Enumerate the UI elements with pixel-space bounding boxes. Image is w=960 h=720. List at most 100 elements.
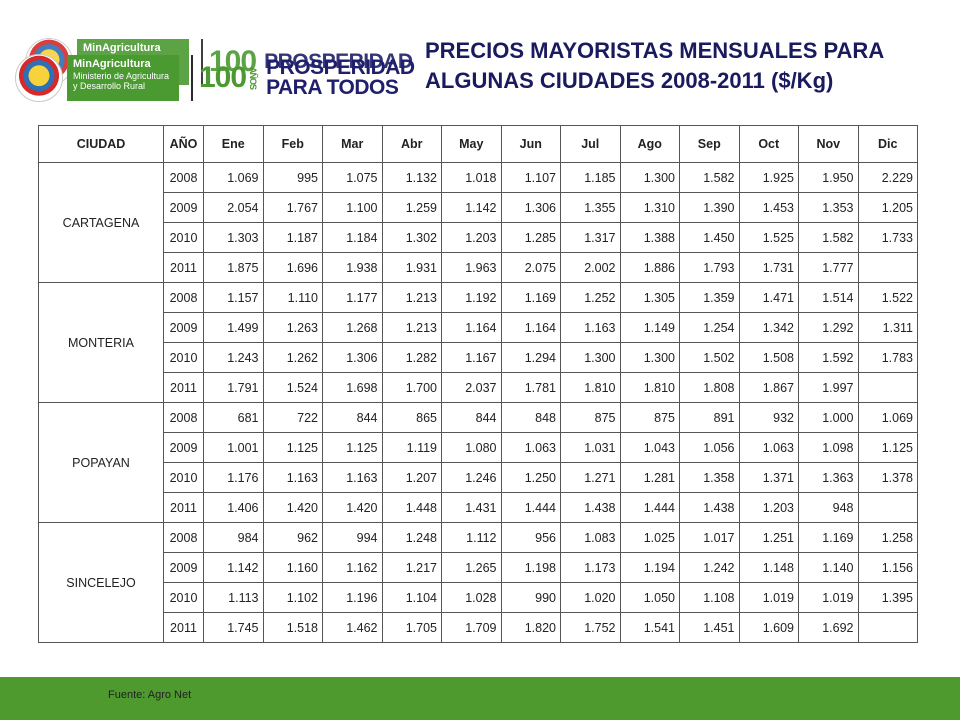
price-cell: 2.075 (500, 252, 561, 283)
price-cell (857, 612, 918, 643)
column-header: Jun (500, 125, 561, 163)
price-cell: 1.243 (203, 342, 264, 373)
price-cell: 1.164 (441, 312, 502, 343)
table-row: POPAYAN 2008 681 722 844 865 844 848 875 875 891 93… (38, 402, 918, 523)
price-cell: 1.164 (500, 312, 561, 343)
price-cell: 1.156 (857, 552, 918, 583)
price-cell: 1.395 (857, 582, 918, 613)
column-header: Oct (738, 125, 799, 163)
price-cell: 1.524 (262, 372, 323, 403)
price-cell: 1.205 (857, 192, 918, 223)
price-cell: 1.378 (857, 462, 918, 493)
price-cell: 1.499 (203, 312, 264, 343)
price-cell: 1.462 (322, 612, 383, 643)
page-title-line2: ALGUNAS CIUDADES 2008-2011 ($/Kg) (425, 68, 834, 93)
city-cell: POPAYAN (38, 402, 164, 523)
price-cell: 1.420 (262, 492, 323, 523)
price-cell: 1.167 (441, 342, 502, 373)
price-cell: 1.451 (679, 612, 740, 643)
year-cell: 2009 (163, 312, 204, 343)
price-cell: 1.931 (381, 252, 442, 283)
price-cell: 1.203 (441, 222, 502, 253)
price-cell: 1.203 (738, 492, 799, 523)
city-cell: CARTAGENA (38, 162, 164, 283)
year-cell: 2011 (163, 372, 204, 403)
price-cell: 1.793 (679, 252, 740, 283)
price-cell: 1.098 (798, 432, 859, 463)
column-header: Ago (619, 125, 680, 163)
price-cell: 1.938 (322, 252, 383, 283)
price-cell: 1.069 (857, 402, 918, 433)
column-header: Feb (262, 125, 323, 163)
header-logos: MinAgricultura 100 PROSPERIDAD MinAgricu… (15, 38, 415, 104)
price-cell: 1.142 (441, 192, 502, 223)
price-cell: 1.083 (560, 522, 621, 553)
price-cell: 1.192 (441, 282, 502, 313)
price-cell: 1.963 (441, 252, 502, 283)
price-cell (857, 492, 918, 523)
price-cell: 1.271 (560, 462, 621, 493)
price-cell: 1.050 (619, 582, 680, 613)
price-cell: 1.125 (322, 432, 383, 463)
centenary-number-shadow: 100 (209, 45, 257, 78)
price-cell: 1.997 (798, 372, 859, 403)
price-cell: 1.169 (798, 522, 859, 553)
price-cell: 1.696 (262, 252, 323, 283)
price-cell: 1.063 (738, 432, 799, 463)
price-cell: 1.582 (798, 222, 859, 253)
price-cell: 1.709 (441, 612, 502, 643)
price-cell: 1.342 (738, 312, 799, 343)
table-row: 2009 1.499 1.263 1.268 1.213 1.164 1.164 1.163 1… (39, 312, 918, 343)
table-row: 2009 1.001 1.125 1.125 1.119 1.080 1.063 1.031 1… (39, 432, 918, 463)
price-cell: 1.281 (619, 462, 680, 493)
price-cell: 1.177 (322, 282, 383, 313)
price-cell: 1.157 (203, 282, 264, 313)
price-cell: 1.310 (619, 192, 680, 223)
price-cell: 1.514 (798, 282, 859, 313)
year-cell: 2009 (163, 432, 204, 463)
price-cell: 1.453 (738, 192, 799, 223)
price-cell: 1.162 (322, 552, 383, 583)
price-cell: 1.731 (738, 252, 799, 283)
price-cell: 1.294 (500, 342, 561, 373)
price-cell: 1.438 (560, 492, 621, 523)
price-cell: 1.031 (560, 432, 621, 463)
price-cell: 1.371 (738, 462, 799, 493)
price-cell: 1.300 (560, 342, 621, 373)
price-cell: 1.263 (262, 312, 323, 343)
prices-table: CIUDAD AÑO Ene Feb Mar Abr May Jun Jul Ago Sep Oct N… (38, 125, 918, 643)
price-cell: 1.185 (560, 162, 621, 193)
price-cell: 1.262 (262, 342, 323, 373)
price-cell: 1.028 (441, 582, 502, 613)
price-cell: 984 (203, 522, 264, 553)
price-cell: 1.359 (679, 282, 740, 313)
year-cell: 2008 (163, 162, 204, 193)
price-cell: 1.752 (560, 612, 621, 643)
price-cell: 1.018 (441, 162, 502, 193)
price-cell: 962 (262, 522, 323, 553)
price-cell: 1.777 (798, 252, 859, 283)
table-row: 2009 1.142 1.160 1.162 1.217 1.265 1.198 1.173 1… (39, 552, 918, 583)
price-cell: 2.229 (857, 162, 918, 193)
price-cell: 1.886 (619, 252, 680, 283)
table-row: 2010 1.303 1.187 1.184 1.302 1.203 1.285 1.317 1… (39, 222, 918, 253)
price-cell: 995 (262, 162, 323, 193)
price-cell: 1.125 (857, 432, 918, 463)
price-cell: 1.025 (619, 522, 680, 553)
slogan-line1-shadow: PROSPERIDAD (264, 50, 413, 73)
price-cell: 1.250 (500, 462, 561, 493)
price-cell: 1.925 (738, 162, 799, 193)
price-cell: 1.000 (798, 402, 859, 433)
price-cell: 1.140 (798, 552, 859, 583)
price-cell: 1.438 (679, 492, 740, 523)
column-header: Nov (798, 125, 859, 163)
logo-row: MinAgricultura Ministerio de Agricultura… (15, 54, 415, 102)
price-cell: 1.306 (322, 342, 383, 373)
price-cell: 1.194 (619, 552, 680, 583)
price-cell: 1.163 (322, 462, 383, 493)
price-cell: 1.075 (322, 162, 383, 193)
price-cell: 1.733 (857, 222, 918, 253)
price-cell: 2.037 (441, 372, 502, 403)
centenary-word: AÑOS (248, 66, 259, 89)
price-cell: 1.390 (679, 192, 740, 223)
